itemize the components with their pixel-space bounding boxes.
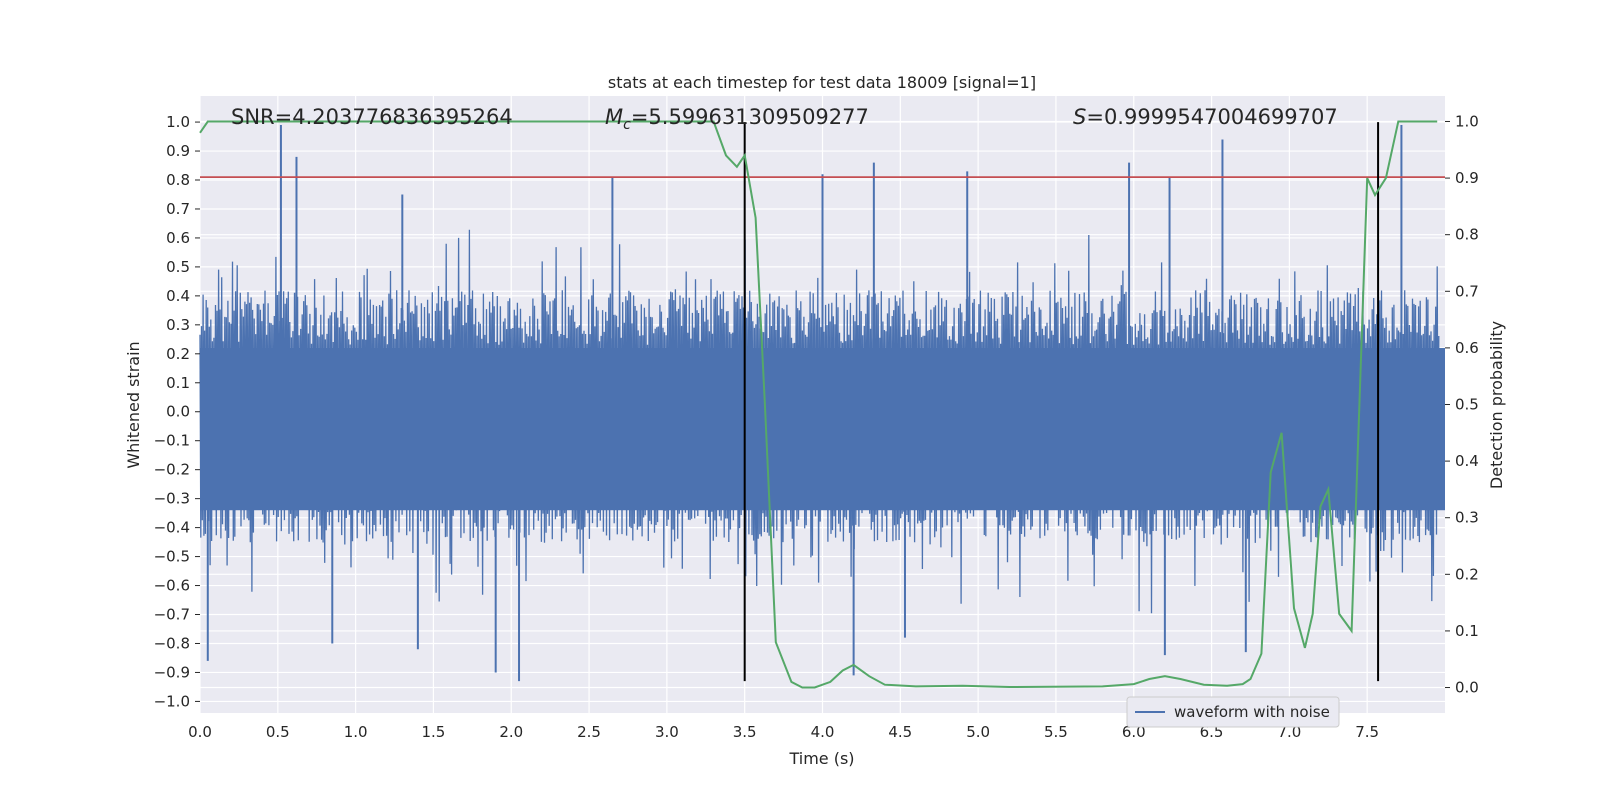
y2-tick-label: 0.0 bbox=[1455, 679, 1479, 697]
x-axis-label: Time (s) bbox=[788, 749, 854, 768]
y-tick-label: 0.4 bbox=[166, 287, 190, 305]
y2-axis-ticks: 1.0 0.9 0.8 0.7 0.6 0.5 0.4 0.3 0.2 0.1 0.0 bbox=[1445, 112, 1479, 697]
y2-tick-label: 0.3 bbox=[1455, 509, 1479, 527]
y2-tick-label: 1.0 bbox=[1455, 112, 1479, 130]
y-tick-label: 0.2 bbox=[166, 345, 190, 363]
x-tick-label: 5.0 bbox=[966, 723, 990, 741]
y-tick-label: 0.0 bbox=[166, 403, 190, 421]
y2-axis-label: Detection probability bbox=[1487, 321, 1506, 489]
x-tick-label: 5.5 bbox=[1044, 723, 1068, 741]
y-tick-label: −0.6 bbox=[154, 577, 190, 595]
y-tick-label: −0.5 bbox=[154, 548, 190, 566]
snr-annotation: SNR=4.203776836395264 bbox=[231, 105, 513, 129]
legend-box bbox=[1126, 696, 1340, 728]
y2-tick-label: 0.1 bbox=[1455, 622, 1479, 640]
y-tick-label: −0.2 bbox=[154, 461, 190, 479]
y2-tick-label: 0.5 bbox=[1455, 396, 1479, 414]
x-tick-label: 2.0 bbox=[499, 723, 523, 741]
chirp-mass-annotation: Mc=5.599631309509277 bbox=[605, 105, 869, 133]
x-tick-label: 3.0 bbox=[655, 723, 679, 741]
y2-tick-label: 0.9 bbox=[1455, 169, 1479, 187]
y-tick-label: −0.8 bbox=[154, 634, 190, 652]
x-tick-label: 1.0 bbox=[344, 723, 368, 741]
y-tick-label: 0.9 bbox=[166, 142, 190, 160]
y2-tick-label: 0.7 bbox=[1455, 282, 1479, 300]
y-tick-label: −0.9 bbox=[154, 663, 190, 681]
y-tick-label: 0.1 bbox=[166, 374, 190, 392]
x-tick-label: 0.0 bbox=[188, 723, 212, 741]
y-tick-label: −1.0 bbox=[154, 692, 190, 710]
vertical-markers bbox=[743, 122, 1380, 682]
probability-line bbox=[199, 120, 1438, 689]
y-tick-label: −0.3 bbox=[154, 490, 190, 508]
y-axis-label: Whitened strain bbox=[124, 341, 143, 468]
x-tick-label: 1.5 bbox=[422, 723, 446, 741]
x-tick-label: 4.5 bbox=[888, 723, 912, 741]
y-tick-label: −0.1 bbox=[154, 432, 190, 450]
y2-tick-label: 0.6 bbox=[1455, 339, 1479, 357]
x-tick-label: 0.5 bbox=[266, 723, 290, 741]
y-axis-ticks: 1.0 0.9 0.8 0.7 0.6 0.5 0.4 0.3 0.2 0.1 0.0 −0.1 −0.… bbox=[154, 113, 200, 710]
y2-tick-label: 0.2 bbox=[1455, 565, 1479, 583]
s-annotation: S=0.9999547004699707 bbox=[1073, 105, 1338, 129]
y-tick-label: 0.3 bbox=[166, 316, 190, 334]
y-tick-label: 0.7 bbox=[166, 200, 190, 218]
x-tick-label: 4.0 bbox=[811, 723, 835, 741]
y2-tick-label: 0.8 bbox=[1455, 226, 1479, 244]
waveform-series bbox=[199, 124, 1445, 682]
y-tick-label: 0.6 bbox=[166, 229, 190, 247]
y-tick-label: −0.7 bbox=[154, 606, 190, 624]
x-tick-label: 7.5 bbox=[1355, 723, 1379, 741]
y-tick-label: 0.8 bbox=[166, 171, 190, 189]
legend: waveform with noise bbox=[1126, 696, 1340, 728]
y2-tick-label: 0.4 bbox=[1455, 452, 1479, 470]
chart-title: stats at each timestep for test data 180… bbox=[608, 73, 1036, 92]
legend-label: waveform with noise bbox=[1174, 703, 1330, 721]
y-tick-label: 0.5 bbox=[166, 258, 190, 276]
x-tick-label: 3.5 bbox=[733, 723, 757, 741]
y-tick-label: 1.0 bbox=[166, 113, 190, 131]
probability-series bbox=[199, 120, 1438, 689]
y-tick-label: −0.4 bbox=[154, 519, 190, 537]
x-tick-label: 2.5 bbox=[577, 723, 601, 741]
